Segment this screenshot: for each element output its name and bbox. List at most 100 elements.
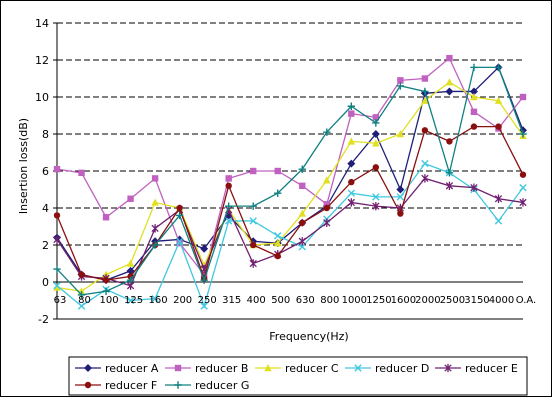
series-line <box>56 81 524 292</box>
legend-item: reducer D <box>345 362 429 375</box>
grid-lines <box>57 22 523 246</box>
data-point <box>470 123 478 130</box>
data-point <box>224 202 233 210</box>
data-point <box>53 212 61 219</box>
x-tick-label: 3150 <box>464 295 489 306</box>
data-point <box>274 252 281 260</box>
series-reducer-B <box>53 54 527 278</box>
x-tick-label: 80 <box>78 295 91 306</box>
data-point <box>470 93 478 101</box>
data-point <box>53 265 61 273</box>
x-tick-label: 1250 <box>366 295 391 306</box>
data-point <box>347 198 355 207</box>
data-point <box>323 201 330 208</box>
series-reducer-D <box>53 159 527 310</box>
data-point <box>102 276 110 284</box>
data-point <box>274 189 282 197</box>
data-point <box>225 175 232 182</box>
data-point <box>102 214 110 221</box>
x-tick-label: 2000 <box>415 295 440 306</box>
data-point <box>372 114 380 121</box>
data-point <box>225 182 232 189</box>
data-point <box>298 209 306 217</box>
data-point <box>299 219 306 226</box>
legend-label: reducer B <box>195 362 248 375</box>
data-point <box>445 87 454 96</box>
series-reducer-F <box>53 123 527 284</box>
y-tick-label: 4 <box>42 202 49 215</box>
data-point <box>250 167 257 175</box>
data-point <box>249 259 257 268</box>
x-tick-label: 100 <box>100 295 119 306</box>
data-point <box>126 296 135 305</box>
data-point <box>347 159 356 168</box>
data-point <box>200 271 208 278</box>
y-tick-label: 14 <box>35 17 49 30</box>
data-point <box>519 130 527 138</box>
data-point <box>396 82 405 90</box>
data-point <box>372 201 380 211</box>
data-point <box>298 165 306 173</box>
data-point <box>84 381 92 389</box>
x-tick-label: 2500 <box>440 295 465 306</box>
data-point <box>176 239 183 247</box>
data-point <box>298 237 306 246</box>
data-point <box>77 302 86 310</box>
data-point <box>126 276 135 284</box>
legend-item: reducer G <box>165 379 249 392</box>
data-point <box>200 276 208 284</box>
data-point <box>151 198 159 206</box>
data-point <box>77 291 86 299</box>
x-tick-labels: 63 80 100 125 160 200 250 315 400 500 630 800 1000 12… <box>54 295 537 306</box>
data-point <box>347 137 356 145</box>
data-point <box>53 235 61 244</box>
legend: reducer A reducer B reducer C reducer D redu… <box>68 356 528 396</box>
data-point <box>372 164 380 171</box>
data-point <box>519 171 527 178</box>
x-tick-label: 63 <box>54 295 67 306</box>
x-tick-label: 400 <box>247 295 266 306</box>
data-point <box>200 302 208 310</box>
data-point <box>421 96 429 104</box>
legend-label: reducer E <box>465 362 518 375</box>
data-point <box>494 194 503 203</box>
data-point <box>494 63 503 72</box>
data-point <box>274 232 282 240</box>
data-point <box>372 119 380 127</box>
data-point <box>470 183 478 192</box>
legend-item: reducer C <box>255 362 339 375</box>
data-point <box>102 287 110 295</box>
x-tick-label: 1600 <box>391 295 416 306</box>
x-tick-label: 315 <box>222 295 241 306</box>
data-point <box>274 239 282 247</box>
x-tick-label: 125 <box>124 295 143 306</box>
legend-item: reducer A <box>75 362 159 375</box>
data-point <box>249 202 257 210</box>
data-point <box>323 218 331 227</box>
data-point <box>78 271 85 278</box>
data-point <box>127 195 134 202</box>
data-point <box>264 364 272 372</box>
data-point <box>396 130 405 138</box>
legend-item: reducer F <box>75 379 157 392</box>
data-point <box>175 237 184 245</box>
data-point <box>372 139 380 147</box>
data-point <box>78 169 85 177</box>
legend-box <box>68 356 528 396</box>
data-point <box>53 282 61 290</box>
data-point <box>444 363 452 373</box>
data-point <box>224 217 233 225</box>
data-point <box>53 283 61 291</box>
data-point <box>396 193 405 201</box>
y-tick-label: 6 <box>42 165 49 178</box>
data-point <box>299 182 306 189</box>
data-point <box>151 224 159 233</box>
x-tick-label: 1000 <box>342 295 367 306</box>
data-point <box>494 96 503 104</box>
data-point <box>151 294 159 303</box>
series-lines <box>53 54 527 310</box>
y-tick-labels: -2 0 2 4 6 8 10 12 14 <box>35 17 49 326</box>
data-point <box>274 167 281 175</box>
